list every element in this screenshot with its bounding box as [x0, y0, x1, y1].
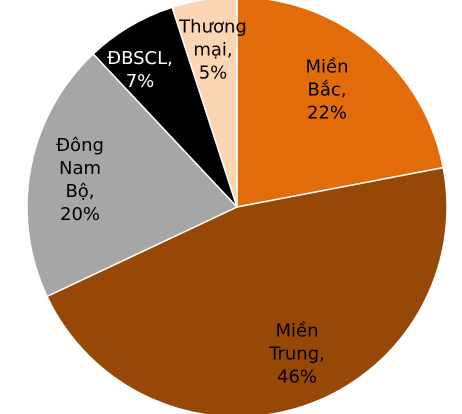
value-label: 5%	[198, 62, 228, 84]
slice	[45, 166, 448, 414]
slice-label: Miền Bắc, 22%	[305, 56, 348, 125]
category-label: Đông Nam Bộ,	[56, 135, 104, 202]
slice-label: Miền Trung, 46%	[269, 320, 325, 389]
slice-label: Đông Nam Bộ, 20%	[56, 134, 104, 226]
category-label: Miền Bắc,	[305, 56, 349, 101]
category-label: ĐBSCL,	[107, 48, 173, 69]
category-label: Miền Trung,	[269, 320, 325, 365]
value-label: 7%	[125, 71, 155, 92]
slice-label: ĐBSCL, 7%	[107, 47, 173, 93]
value-label: 46%	[276, 366, 318, 388]
value-label: 22%	[306, 102, 348, 124]
slice	[26, 52, 239, 298]
slice	[171, 0, 238, 208]
category-label: Thương mại,	[179, 16, 247, 61]
slice	[236, 0, 445, 208]
value-label: 20%	[59, 204, 101, 225]
slice-label: Thương mại, 5%	[179, 16, 247, 85]
